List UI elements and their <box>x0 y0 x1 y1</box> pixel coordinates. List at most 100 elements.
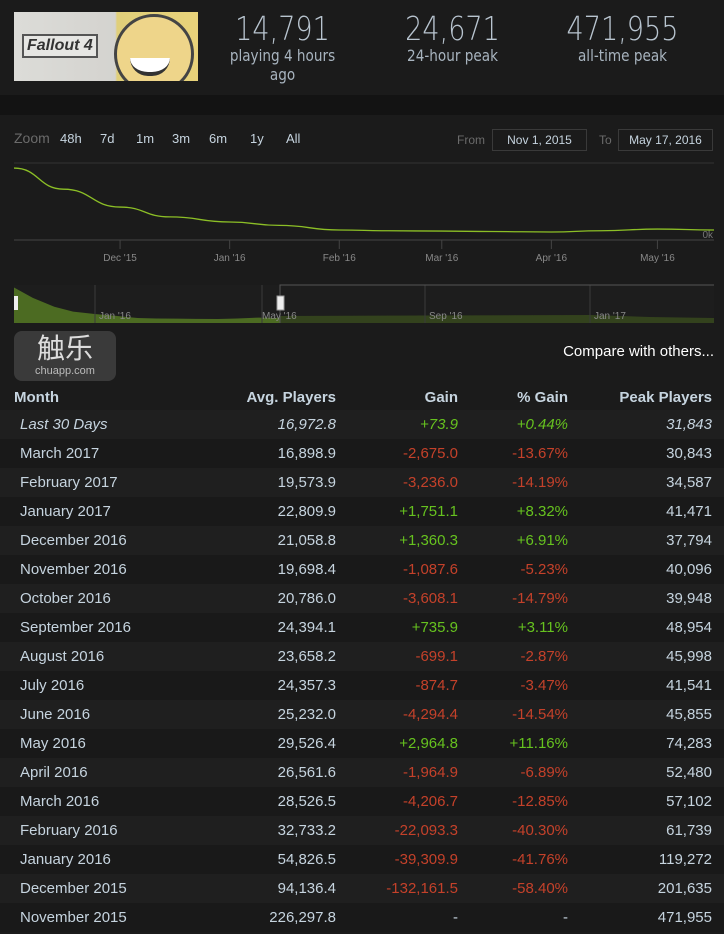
cell-month: November 2015 <box>0 903 175 932</box>
cell-avg-players: 25,232.0 <box>175 700 348 729</box>
table-row: February 2017 19,573.9 -3,236.0 -14.19% 34,5… <box>0 468 724 497</box>
table-row: December 2015 94,136.4 -132,161.5 -58.40% 20… <box>0 874 724 903</box>
x-tick-label: Mar '16 <box>425 253 458 264</box>
cell-pct-gain: -12.85% <box>470 787 580 816</box>
cell-peak-players: 37,794 <box>580 526 724 555</box>
cell-peak-players: 61,739 <box>580 816 724 845</box>
current-players-stat: 14,791 playing 4 hours ago <box>205 10 360 85</box>
series-line-players <box>13 167 715 233</box>
compare-with-others-link[interactable]: Compare with others... <box>563 343 714 360</box>
table-row: February 2016 32,733.2 -22,093.3 -40.30% 61,… <box>0 816 724 845</box>
cell-peak-players: 39,948 <box>580 584 724 613</box>
cell-peak-players: 52,480 <box>580 758 724 787</box>
column-header-avg-players[interactable]: Avg. Players <box>175 384 348 410</box>
column-header-gain[interactable]: Gain <box>348 384 470 410</box>
cell-peak-players: 40,096 <box>580 555 724 584</box>
zoom-48h[interactable]: 48h <box>60 131 82 146</box>
cell-pct-gain: - <box>470 903 580 932</box>
logo-text: Fallout 4 <box>22 34 98 58</box>
cell-gain: -699.1 <box>348 642 470 671</box>
navigator-tick-label: Jan '16 <box>99 311 131 322</box>
zoom-6m[interactable]: 6m <box>209 131 228 146</box>
x-tick-label: Apr '16 <box>536 253 568 264</box>
zoom-label: Zoom <box>14 130 50 146</box>
cell-avg-players: 21,058.8 <box>175 526 348 555</box>
table-row: January 2017 22,809.9 +1,751.1 +8.32% 41,471 <box>0 497 724 526</box>
cell-gain: -4,294.4 <box>348 700 470 729</box>
cell-month: May 2016 <box>0 729 175 758</box>
cell-gain: -4,206.7 <box>348 787 470 816</box>
navigator-area-outside <box>280 315 714 323</box>
cell-month: February 2016 <box>0 816 175 845</box>
cell-gain: -1,964.9 <box>348 758 470 787</box>
cell-peak-players: 41,541 <box>580 671 724 700</box>
column-header-peak-players[interactable]: Peak Players <box>580 384 724 410</box>
table-row: March 2016 28,526.5 -4,206.7 -12.85% 57,102 <box>0 787 724 816</box>
cell-month: June 2016 <box>0 700 175 729</box>
cell-gain: +1,360.3 <box>348 526 470 555</box>
column-header-month[interactable]: Month <box>0 384 175 410</box>
monthly-stats-table: Month Avg. Players Gain % Gain Peak Play… <box>0 384 724 932</box>
cell-pct-gain: -13.67% <box>470 439 580 468</box>
zoom-all[interactable]: All <box>286 131 301 146</box>
zoom-1m[interactable]: 1m <box>136 131 155 146</box>
zoom-3m[interactable]: 3m <box>172 131 191 146</box>
all-time-peak-stat: 471,955 all-time peak <box>550 10 695 66</box>
table-row: January 2016 54,826.5 -39,309.9 -41.76% 119,… <box>0 845 724 874</box>
table-row: April 2016 26,561.6 -1,964.9 -6.89% 52,480 <box>0 758 724 787</box>
navigator-tick-label: May '16 <box>262 311 297 322</box>
cell-gain: - <box>348 903 470 932</box>
cell-pct-gain: -40.30% <box>470 816 580 845</box>
from-label: From <box>457 133 485 147</box>
cell-gain: -2,675.0 <box>348 439 470 468</box>
to-label: To <box>599 133 612 147</box>
cell-avg-players: 29,526.4 <box>175 729 348 758</box>
table-row: November 2015 226,297.8- -471,955 <box>0 903 724 932</box>
cell-peak-players: 30,843 <box>580 439 724 468</box>
cell-peak-players: 74,283 <box>580 729 724 758</box>
cell-peak-players: 119,272 <box>580 845 724 874</box>
cell-pct-gain: +11.16% <box>470 729 580 758</box>
player-chart[interactable]: 0k Dec '15 Jan '16 Feb '16 Mar '16 Apr '16 Ma… <box>0 155 724 275</box>
stat-label: playing 4 hours ago <box>229 46 336 84</box>
stat-value: 24,671 <box>405 9 500 48</box>
table-row: May 2016 29,526.4 +2,964.8 +11.16% 74,283 <box>0 729 724 758</box>
cell-gain: -874.7 <box>348 671 470 700</box>
cell-month: January 2017 <box>0 497 175 526</box>
zoom-1y[interactable]: 1y <box>250 131 264 146</box>
cell-pct-gain: -41.76% <box>470 845 580 874</box>
cell-avg-players: 26,561.6 <box>175 758 348 787</box>
cell-peak-players: 201,635 <box>580 874 724 903</box>
cell-gain: +73.9 <box>348 410 470 439</box>
navigator-left-handle[interactable] <box>14 296 18 310</box>
cell-month: Last 30 Days <box>0 410 175 439</box>
cell-month: September 2016 <box>0 613 175 642</box>
y-tick-label: 0k <box>702 230 714 241</box>
cell-avg-players: 16,972.8 <box>175 410 348 439</box>
24h-peak-stat: 24,671 24-hour peak <box>385 9 520 66</box>
table-row: October 2016 20,786.0 -3,608.1 -14.79% 39,94… <box>0 584 724 613</box>
navigator-chart[interactable]: Jan '16 May '16 Sep '16 Jan '17 <box>0 283 724 328</box>
cell-month: January 2016 <box>0 845 175 874</box>
cell-peak-players: 48,954 <box>580 613 724 642</box>
cell-avg-players: 32,733.2 <box>175 816 348 845</box>
cell-avg-players: 19,573.9 <box>175 468 348 497</box>
cell-gain: +1,751.1 <box>348 497 470 526</box>
watermark: 触乐 chuapp.com <box>14 331 116 381</box>
game-logo[interactable]: Fallout 4 <box>14 12 198 81</box>
cell-month: April 2016 <box>0 758 175 787</box>
to-date-input[interactable]: May 17, 2016 <box>618 129 713 151</box>
cell-month: December 2015 <box>0 874 175 903</box>
watermark-logo: 触乐 <box>36 333 93 364</box>
navigator-right-handle[interactable] <box>276 295 285 311</box>
zoom-7d[interactable]: 7d <box>100 131 115 146</box>
column-header-pct-gain[interactable]: % Gain <box>470 384 580 410</box>
cell-avg-players: 23,658.2 <box>175 642 348 671</box>
from-date-input[interactable]: Nov 1, 2015 <box>492 129 587 151</box>
cell-avg-players: 226,297.8 <box>175 903 348 932</box>
table-row: December 2016 21,058.8 +1,360.3 +6.91% 37,79… <box>0 526 724 555</box>
cell-pct-gain: +3.11% <box>470 613 580 642</box>
table-row: August 2016 23,658.2 -699.1 -2.87% 45,998 <box>0 642 724 671</box>
cell-avg-players: 54,826.5 <box>175 845 348 874</box>
x-tick-label: Feb '16 <box>323 253 356 264</box>
